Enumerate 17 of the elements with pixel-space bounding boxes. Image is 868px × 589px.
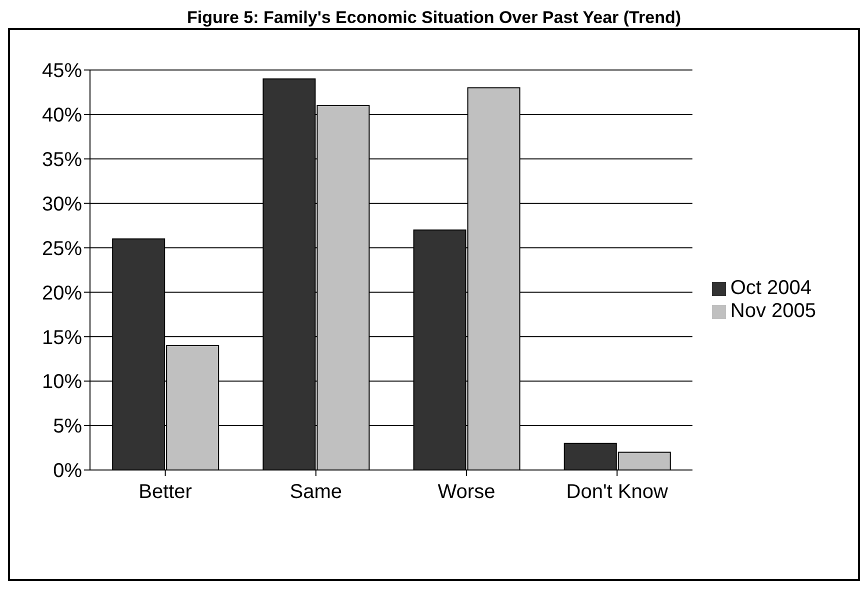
y-tick-label: 20% <box>42 282 82 304</box>
y-tick-label: 35% <box>42 148 82 171</box>
y-tick-label: 10% <box>42 371 82 394</box>
chart-title: Figure 5: Family's Economic Situation Over Past Year (Trend) <box>186 8 682 28</box>
y-tick-label: 25% <box>42 238 82 260</box>
y-tick-label: 40% <box>42 104 82 127</box>
legend-label: Oct 2004 <box>730 277 812 299</box>
legend-label: Nov 2005 <box>730 300 816 322</box>
y-tick-label: 15% <box>42 326 82 349</box>
y-tick-label: 30% <box>42 193 82 216</box>
y-tick-label: 45% <box>42 60 82 82</box>
y-tick-label: 5% <box>53 416 82 438</box>
y-tick-label: 0% <box>53 460 82 482</box>
x-tick-label: Don't Know <box>566 481 668 504</box>
x-tick-label: Same <box>290 481 342 504</box>
x-tick-label: Worse <box>438 481 496 504</box>
x-tick-label: Better <box>138 481 192 504</box>
